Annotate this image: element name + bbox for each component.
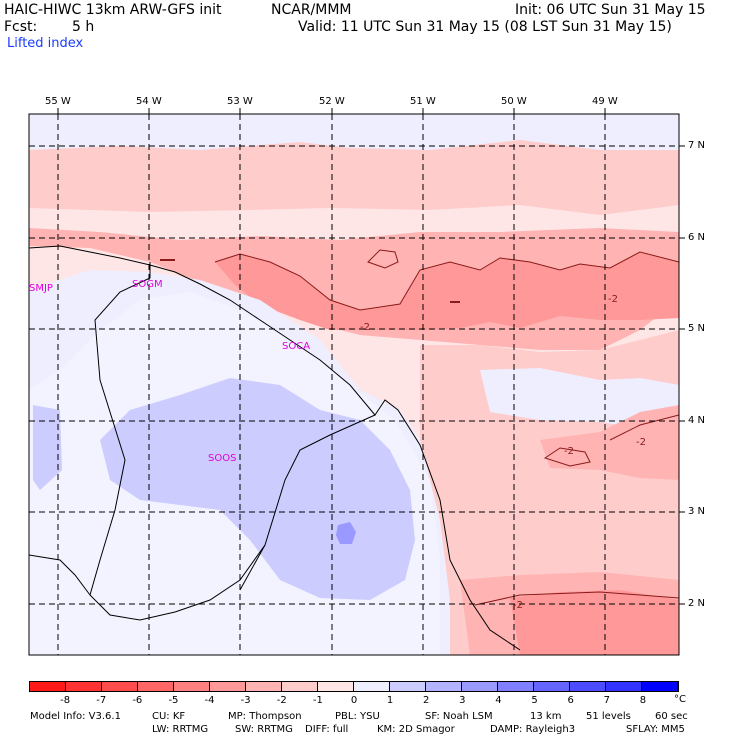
- colorbar-tick-label: -4: [204, 695, 215, 706]
- border-line: [29, 554, 91, 596]
- colorbar-tick-label: 3: [459, 695, 466, 706]
- colorbar-swatch: [498, 682, 534, 691]
- footer-item: 51 levels: [586, 711, 631, 722]
- contour-line: [367, 249, 399, 269]
- footer-item: PBL: YSU: [335, 711, 380, 722]
- colorbar-tick-label: -7: [96, 695, 107, 706]
- colorbar-swatch: [642, 682, 678, 691]
- field-band-3: [215, 252, 679, 330]
- colorbar-tick-label: -8: [60, 695, 71, 706]
- colorbar-swatch: [390, 682, 426, 691]
- colorbar-tick-label: 6: [567, 695, 574, 706]
- footer-item: MP: Thompson: [228, 711, 302, 722]
- colorbar-tick-label: 7: [603, 695, 610, 706]
- colorbar-swatch: [246, 682, 282, 691]
- station-label: SOOS: [208, 453, 237, 464]
- colorbar-tick-label: -2: [276, 695, 287, 706]
- lon-label: 54 W: [136, 96, 162, 107]
- footer-item: DAMP: Rayleigh3: [490, 724, 576, 735]
- colorbar-swatch: [318, 682, 354, 691]
- field-north-pink: [29, 140, 679, 215]
- colorbar-tick-label: -5: [168, 695, 179, 706]
- footer-item: 60 sec: [655, 711, 688, 722]
- colorbar-swatch: [174, 682, 210, 691]
- station-label: SOCA: [282, 341, 311, 352]
- lat-label: 5 N: [688, 323, 706, 334]
- colorbar-tick-label: 5: [531, 695, 538, 706]
- colorbar-tick-label: -3: [240, 695, 251, 706]
- colorbar: [29, 681, 679, 692]
- field-name: Lifted index: [7, 36, 84, 51]
- lat-label: 6 N: [688, 232, 706, 243]
- colorbar-swatch: [210, 682, 246, 691]
- station-label: SOGM: [132, 279, 163, 290]
- colorbar-swatch: [102, 682, 138, 691]
- field-plus2: [336, 522, 356, 544]
- lat-label: 3 N: [688, 506, 706, 517]
- colorbar-tick-label: 0: [350, 695, 358, 706]
- field-plus1: [100, 378, 415, 600]
- forecast-hours: 5 h: [72, 19, 95, 35]
- field-se-band3: [510, 590, 679, 655]
- colorbar-swatch: [66, 682, 102, 691]
- contour-line: [214, 251, 679, 311]
- contour-line: [474, 591, 679, 606]
- coastline: [29, 245, 521, 651]
- colorbar-swatch: [426, 682, 462, 691]
- field-plus1-west: [33, 405, 62, 490]
- footer-item: LW: RRTMG: [152, 724, 209, 735]
- colorbar-swatch: [462, 682, 498, 691]
- lon-label: 50 W: [501, 96, 527, 107]
- org-title: NCAR/MMM: [271, 2, 352, 18]
- contour-label: -2: [636, 437, 646, 448]
- footer-item: DIFF: full: [305, 724, 349, 735]
- colorbar-swatch: [30, 682, 66, 691]
- colorbar-swatch: [534, 682, 570, 691]
- colorbar-tick-label: 1: [386, 695, 394, 706]
- contour-label: -2: [564, 446, 574, 457]
- lat-label: 7 N: [688, 140, 706, 151]
- contour-label: -2: [513, 600, 523, 611]
- lat-label: 2 N: [688, 598, 706, 609]
- lon-label: 52 W: [319, 96, 345, 107]
- contour-label: -2: [360, 322, 370, 333]
- footer-item: Model Info: V3.6.1: [30, 711, 121, 722]
- footer-item: SFLAY: MM5: [626, 724, 685, 735]
- lon-label: 51 W: [410, 96, 436, 107]
- init-time: Init: 06 UTC Sun 31 May 15: [515, 2, 706, 18]
- forecast-label: Fcst:: [4, 19, 38, 35]
- contour-line: [609, 414, 679, 441]
- colorbar-unit: °C: [674, 694, 686, 705]
- border-line: [89, 262, 376, 621]
- colorbar-tick-label: 8: [639, 695, 647, 706]
- colorbar-tick-label: 2: [423, 695, 430, 706]
- footer-item: SF: Noah LSM: [425, 711, 493, 722]
- colorbar-tick-label: -6: [132, 695, 143, 706]
- lat-label: 4 N: [688, 415, 706, 426]
- lon-label: 49 W: [592, 96, 618, 107]
- footer-item: KM: 2D Smagor: [377, 724, 455, 735]
- lon-label: 55 W: [45, 96, 71, 107]
- model-title: HAIC-HIWC 13km ARW-GFS init: [4, 2, 222, 18]
- colorbar-swatch: [282, 682, 318, 691]
- border-line: [239, 544, 266, 591]
- colorbar-swatch: [606, 682, 642, 691]
- colorbar-tick-label: 4: [495, 695, 502, 706]
- colorbar-swatch: [570, 682, 606, 691]
- lon-label: 53 W: [227, 96, 253, 107]
- footer-item: 13 km: [530, 711, 562, 722]
- valid-time: Valid: 11 UTC Sun 31 May 15 (08 LST Sun …: [298, 19, 672, 35]
- colorbar-tick-label: -1: [312, 695, 323, 706]
- footer-item: CU: KF: [152, 711, 186, 722]
- contour-line: [543, 447, 591, 467]
- field-north-blue: [29, 114, 679, 150]
- field-east-blue: [480, 368, 679, 428]
- colorbar-swatch: [138, 682, 174, 691]
- colorbar-swatch: [354, 682, 390, 691]
- station-label: SMJP: [29, 283, 53, 294]
- contour-label: -2: [608, 294, 618, 305]
- footer-item: SW: RRTMG: [235, 724, 293, 735]
- map-frame: [28, 113, 680, 656]
